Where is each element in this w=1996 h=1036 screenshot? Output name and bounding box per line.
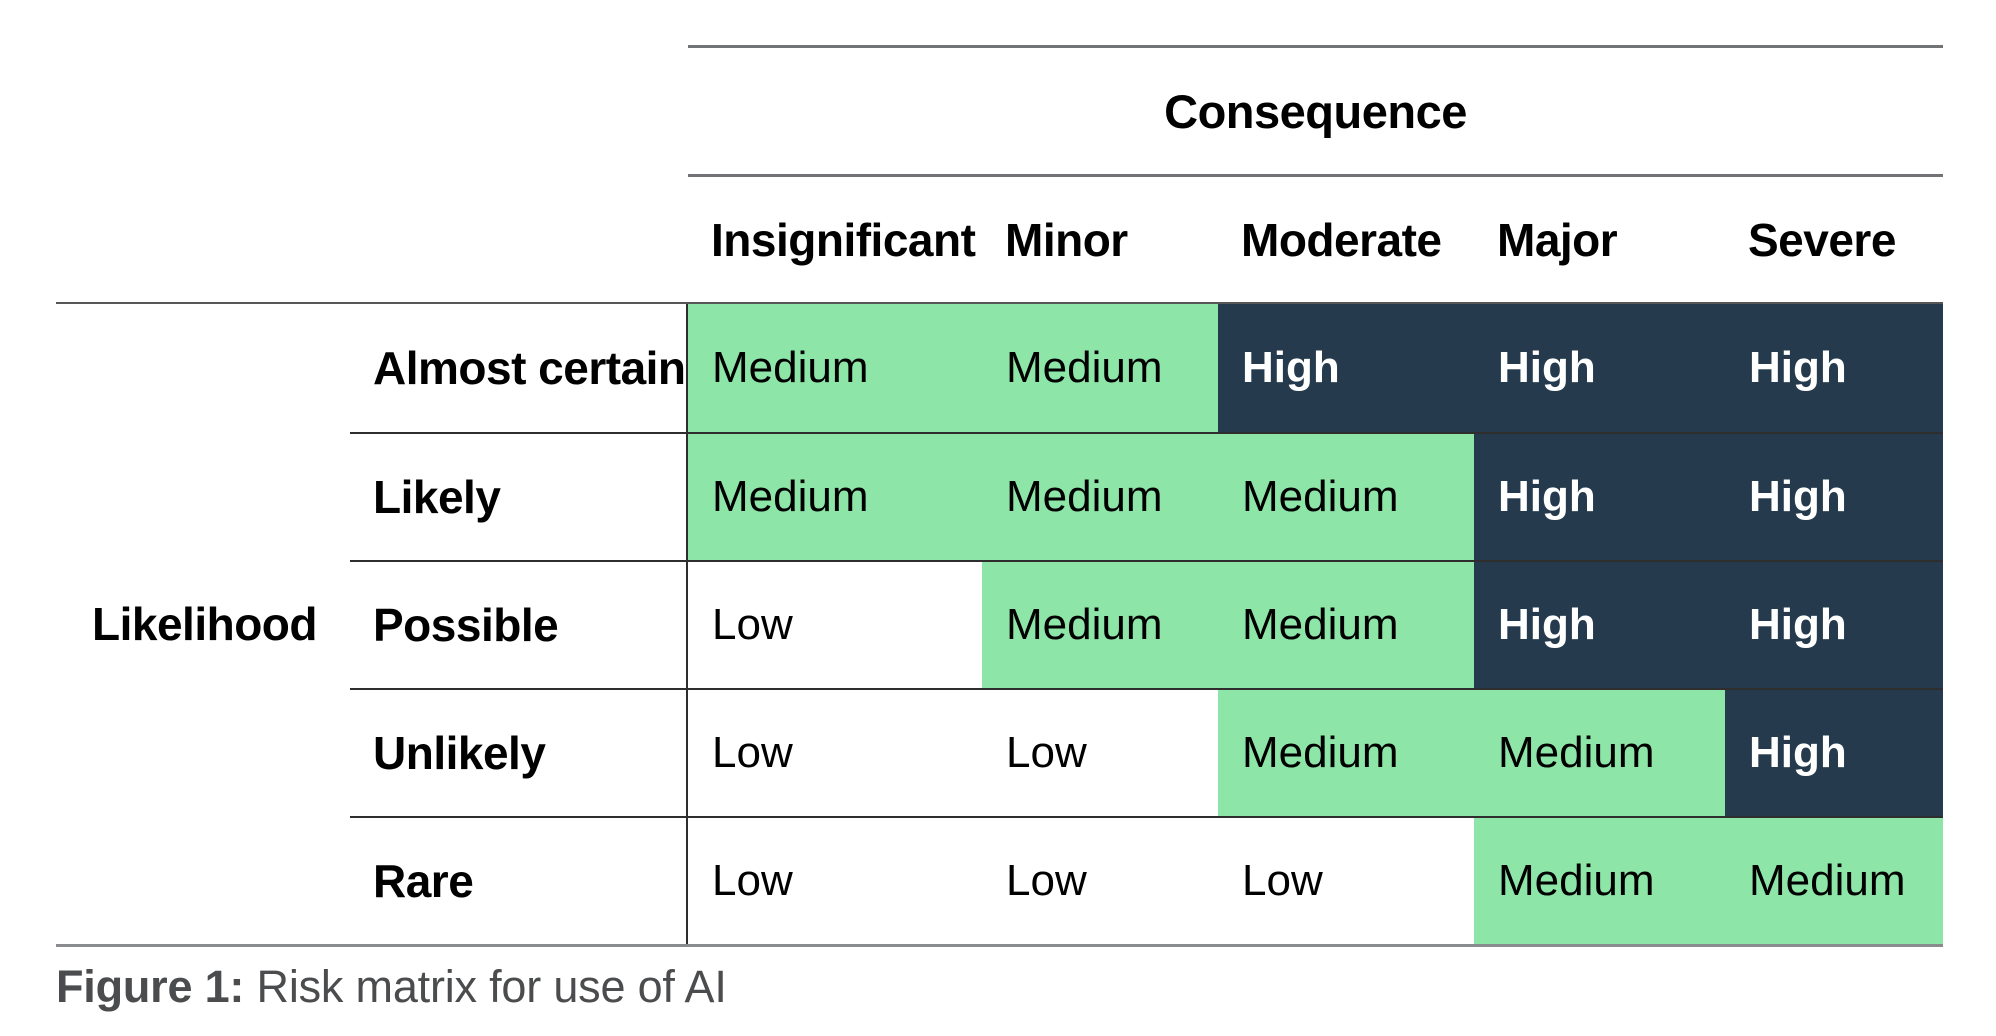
matrix-cell-low: Low	[1218, 816, 1474, 944]
column-header: Insignificant	[711, 213, 976, 266]
matrix-cell-high: High	[1474, 432, 1725, 560]
row-label: Almost certain	[350, 304, 688, 432]
matrix-cell-high: High	[1474, 560, 1725, 688]
figure-caption-label: Figure 1:	[56, 961, 245, 1012]
matrix-cell-medium: Medium	[688, 304, 982, 432]
matrix-cell-low: Low	[982, 688, 1218, 816]
matrix-cell-low: Low	[982, 816, 1218, 944]
matrix-cell-high: High	[1218, 304, 1474, 432]
matrix-cell-medium: Medium	[1725, 816, 1943, 944]
row-label: Likely	[350, 432, 688, 560]
matrix-cell-high: High	[1725, 560, 1943, 688]
row-label: Unlikely	[350, 688, 688, 816]
matrix-cell-high: High	[1725, 304, 1943, 432]
column-header: Moderate	[1241, 213, 1442, 266]
matrix-cell-medium: Medium	[1474, 816, 1725, 944]
consequence-levels-row: Insignificant Minor Moderate Major Severe	[688, 177, 1943, 302]
consequence-axis-band: Consequence	[688, 48, 1943, 177]
column-header: Major	[1497, 213, 1618, 266]
matrix-cell-medium: Medium	[688, 432, 982, 560]
likelihood-axis-title: Likelihood	[92, 598, 318, 650]
matrix-cell-medium: Medium	[982, 432, 1218, 560]
matrix-cell-medium: Medium	[1218, 432, 1474, 560]
matrix-cell-medium: Medium	[982, 560, 1218, 688]
consequence-header-zone: Consequence Insignificant Minor Moderate Ma…	[688, 45, 1943, 302]
matrix-body: Likelihood Almost certain Medium Medium Hig…	[56, 302, 1943, 947]
consequence-axis-title: Consequence	[1164, 84, 1467, 138]
matrix-cell-low: Low	[688, 560, 982, 688]
figure-caption: Figure 1: Risk matrix for use of AI	[56, 961, 1943, 1013]
column-header: Minor	[1005, 213, 1128, 266]
matrix-cell-high: High	[1725, 688, 1943, 816]
matrix-cell-medium: Medium	[982, 304, 1218, 432]
row-label: Possible	[350, 560, 688, 688]
matrix-cell-medium: Medium	[1218, 688, 1474, 816]
matrix-cell-high: High	[1725, 432, 1943, 560]
matrix-cell-medium: Medium	[1474, 688, 1725, 816]
matrix-cell-low: Low	[688, 816, 982, 944]
matrix-cell-high: High	[1474, 304, 1725, 432]
row-label: Rare	[350, 816, 688, 944]
matrix-cell-medium: Medium	[1218, 560, 1474, 688]
column-header: Severe	[1748, 213, 1896, 266]
figure-caption-text: Risk matrix for use of AI	[244, 961, 727, 1012]
matrix-cell-low: Low	[688, 688, 982, 816]
risk-matrix-figure: Consequence Insignificant Minor Moderate Ma…	[56, 45, 1943, 1013]
